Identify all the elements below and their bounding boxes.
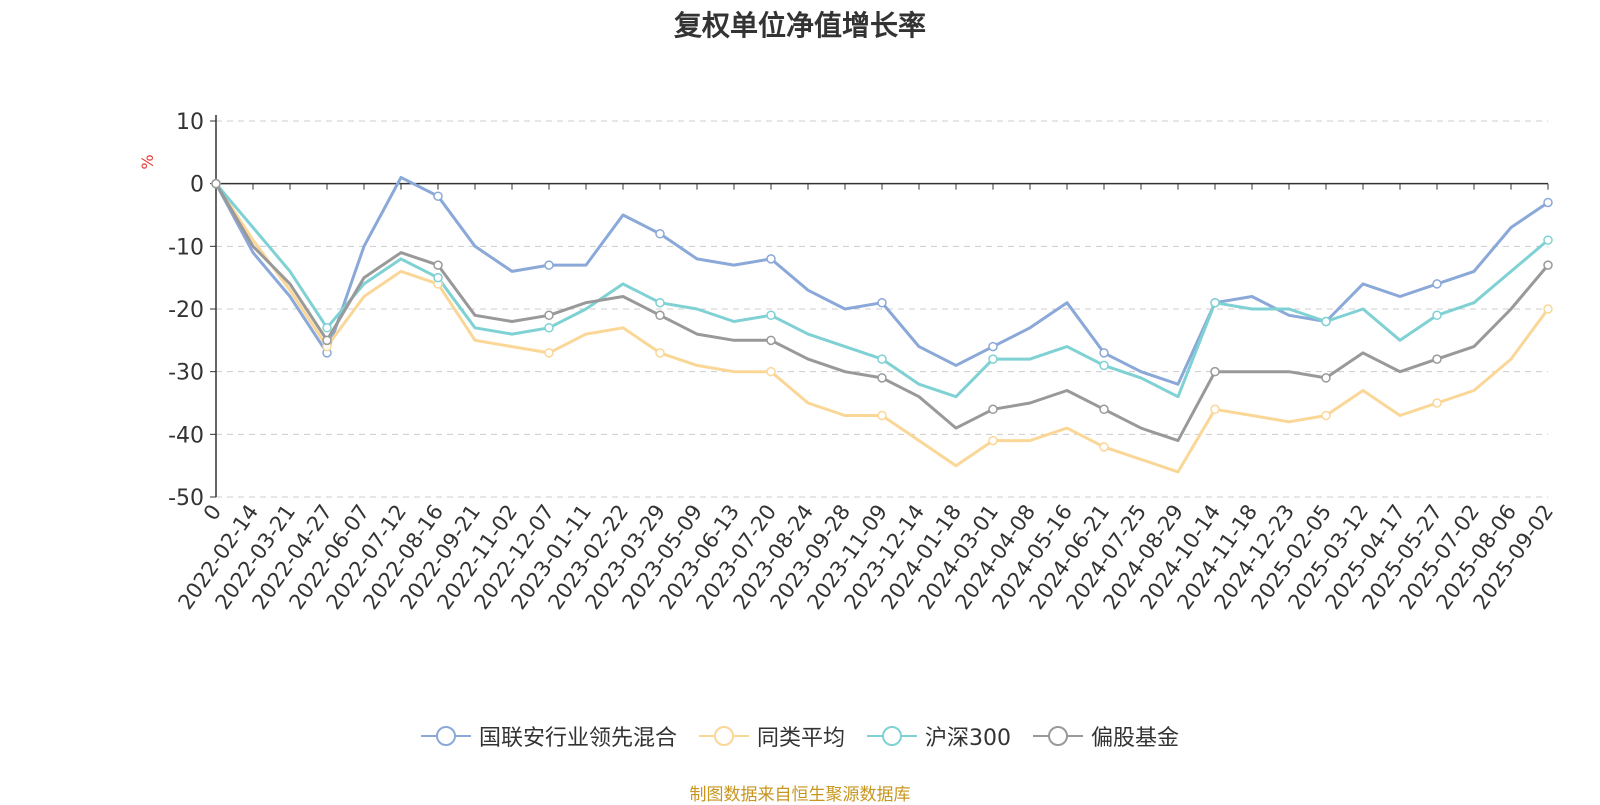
y-tick-label: -40 (168, 423, 204, 448)
data-point (766, 310, 776, 321)
data-point (988, 435, 998, 446)
data-point (322, 335, 332, 346)
data-point (1432, 310, 1442, 321)
data-point (1543, 304, 1553, 314)
legend-item[interactable]: 偏股基金 (1033, 720, 1179, 752)
data-point (877, 410, 887, 421)
data-point (988, 404, 998, 415)
data-point (433, 272, 443, 283)
legend-item[interactable]: 沪深300 (867, 720, 1011, 752)
legend-label: 沪深300 (925, 726, 1011, 751)
data-point (211, 178, 221, 189)
data-point (1543, 197, 1553, 208)
data-point (988, 341, 998, 352)
data-point (655, 310, 665, 321)
legend-item[interactable]: 同类平均 (698, 720, 845, 752)
legend-symbol-icon (420, 726, 471, 746)
data-point (766, 366, 776, 377)
data-point (1321, 316, 1331, 327)
legend-item[interactable]: 国联安行业领先混合 (420, 720, 677, 752)
data-point (1210, 297, 1220, 308)
series-line (214, 182, 1549, 399)
legend: 国联安行业领先混合 同类平均 沪深300 偏股基金 (0, 720, 1600, 752)
data-point (1321, 373, 1331, 383)
data-point (1432, 398, 1442, 408)
data-point (988, 354, 998, 364)
legend-label: 国联安行业领先混合 (478, 726, 677, 751)
legend-label: 同类平均 (756, 726, 845, 751)
y-tick-label: -20 (168, 298, 204, 323)
legend-symbol-icon (698, 726, 749, 746)
y-tick-label: -10 (168, 235, 204, 260)
data-point (766, 254, 776, 264)
data-point (1099, 442, 1109, 452)
y-tick-label: -30 (168, 361, 204, 386)
data-point (1543, 235, 1553, 245)
axis-layer (210, 115, 1549, 498)
grid-layer (216, 120, 1548, 498)
data-point (1432, 279, 1442, 289)
data-point (655, 229, 665, 239)
data-point (544, 310, 554, 321)
x-tick-label: 0 (199, 500, 226, 525)
data-point (1099, 404, 1109, 415)
data-point (1543, 260, 1553, 270)
data-point (655, 348, 665, 358)
series-line (214, 182, 1550, 474)
data-point (1210, 366, 1220, 377)
series-line (214, 175, 1549, 386)
data-point (1210, 404, 1220, 415)
data-point (877, 373, 887, 383)
data-point (1099, 360, 1109, 371)
data-point (544, 260, 554, 270)
source-note: 制图数据来自恒生聚源数据库 (689, 785, 911, 805)
data-point (655, 297, 665, 308)
data-point (766, 335, 776, 346)
y-axis-label: % (138, 154, 157, 169)
series-layer (211, 175, 1553, 474)
chart-title: 复权单位净值增长率 (673, 9, 926, 42)
data-point (1321, 410, 1331, 421)
data-point (433, 260, 443, 270)
y-tick-label: 10 (176, 110, 204, 135)
data-point (544, 323, 554, 333)
data-point (1432, 354, 1442, 364)
legend-symbol-icon (867, 726, 917, 746)
data-point (544, 348, 554, 358)
line-chart: 100-10-20-30-40-5002022-02-142022-03-212… (138, 110, 1558, 614)
legend-label: 偏股基金 (1091, 726, 1180, 751)
data-point (877, 354, 887, 364)
data-point (877, 297, 887, 308)
data-point (1099, 348, 1109, 358)
y-tick-label: 0 (190, 173, 204, 198)
data-point (433, 191, 443, 201)
y-tick-label: -50 (168, 486, 204, 511)
legend-symbol-icon (1033, 726, 1083, 746)
data-point (322, 323, 332, 333)
